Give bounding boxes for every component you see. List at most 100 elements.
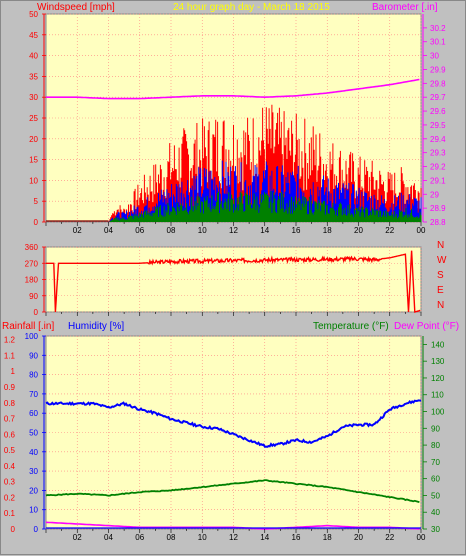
- y-tick-label: 45: [29, 31, 38, 40]
- y-tick-label: 70: [29, 390, 38, 399]
- humidity-line: [45, 399, 422, 448]
- x-tick-label: 06: [135, 226, 144, 235]
- y2-tick-label: 80: [431, 441, 440, 450]
- x-tick-label: 10: [198, 226, 207, 235]
- y-tick-label: 15: [29, 156, 38, 165]
- y2-tick-label: 29.9: [430, 65, 446, 74]
- wind-series: [46, 78, 422, 222]
- compass-label-n-bottom: N: [437, 300, 444, 311]
- y-tick-label: 20: [29, 135, 38, 144]
- y-tick-label: 90: [29, 292, 38, 301]
- y2-tick-label: 100: [431, 408, 445, 417]
- wind-axes: 02 04 06 08 10 12 14 16 18 20 22 000510152025303540…: [29, 10, 446, 235]
- y-tick-label: 35: [29, 72, 38, 81]
- y-tick-label: 100: [25, 332, 39, 341]
- rain-tick-label: 1.1: [4, 351, 16, 360]
- dewpoint-axis-title: Dew Point (°F): [394, 321, 459, 332]
- y2-tick-label: 40: [431, 508, 440, 517]
- barometer-line: [46, 78, 420, 100]
- x-tick-label: 04: [104, 226, 113, 235]
- x-tick-label: 18: [323, 226, 332, 235]
- y-tick-label: 50: [29, 429, 38, 438]
- x-tick-label: 04: [104, 533, 113, 542]
- humidity-axis-title: Humidity [%]: [68, 321, 124, 332]
- y2-tick-label: 30: [430, 52, 439, 61]
- rain-tick-label: 0.6: [4, 430, 16, 439]
- y2-tick-label: 110: [431, 391, 444, 400]
- y2-tick-label: 50: [431, 491, 440, 500]
- x-tick-label: 16: [292, 533, 301, 542]
- x-tick-label: 20: [354, 533, 363, 542]
- x-tick-label: 00: [417, 226, 426, 235]
- y2-tick-label: 60: [431, 475, 440, 484]
- rain-tick-label: 1.2: [4, 336, 16, 345]
- rain-tick-label: 0.9: [4, 383, 16, 392]
- rain-tick-label: 0.5: [4, 446, 16, 455]
- y2-tick-label: 29.1: [430, 176, 446, 185]
- humidity-temp-grid: [46, 335, 422, 530]
- compass-label-w: W: [437, 255, 447, 266]
- y-tick-label: 0: [34, 218, 39, 227]
- compass-label-s: S: [437, 270, 444, 281]
- x-tick-label: 18: [323, 533, 332, 542]
- y2-tick-label: 29.5: [430, 121, 446, 130]
- y2-tick-label: 140: [431, 340, 445, 349]
- x-tick-label: 12: [229, 226, 238, 235]
- y2-tick-label: 28.9: [430, 204, 446, 213]
- y-tick-label: 90: [29, 351, 38, 360]
- y2-tick-label: 29.6: [430, 107, 446, 116]
- y-tick-label: 30: [29, 467, 38, 476]
- rain-tick-label: 0.7: [4, 415, 16, 424]
- y2-tick-label: 120: [431, 374, 445, 383]
- barometer-axis-title: Barometer [.in]: [372, 2, 438, 13]
- x-tick-label: 08: [167, 533, 176, 542]
- x-tick-label: 10: [198, 533, 207, 542]
- x-tick-label: 16: [292, 226, 301, 235]
- y2-tick-label: 29.8: [430, 79, 446, 88]
- temperature-axis-title: Temperature (°F): [313, 321, 389, 332]
- direction-series: [46, 250, 421, 313]
- dewpoint-line: [45, 521, 420, 530]
- x-tick-label: 00: [417, 533, 426, 542]
- y-tick-label: 5: [34, 197, 39, 206]
- y2-tick-label: 70: [431, 458, 440, 467]
- y-tick-label: 10: [29, 506, 38, 515]
- x-tick-label: 06: [135, 533, 144, 542]
- y2-tick-label: 29: [430, 190, 439, 199]
- humidity-temp-axes: 02 04 06 08 10 12 14 16 18 20 22 000102030405060708…: [4, 332, 445, 542]
- y2-tick-label: 130: [431, 357, 445, 366]
- y2-tick-label: 28.8: [430, 218, 446, 227]
- y-tick-label: 360: [25, 243, 39, 252]
- rain-tick-label: 0.2: [4, 493, 16, 502]
- y2-tick-label: 29.4: [430, 135, 446, 144]
- compass-label-n-top: N: [437, 240, 444, 251]
- y-tick-label: 10: [29, 176, 38, 185]
- rain-tick-label: 0.1: [4, 509, 16, 518]
- chart-title: 24 hour graph day - March 18 2015: [173, 2, 330, 13]
- x-tick-label: 20: [354, 226, 363, 235]
- y-tick-label: 20: [29, 486, 38, 495]
- y-tick-label: 40: [29, 52, 38, 61]
- wind-series-low: [109, 191, 422, 222]
- temperature-line: [45, 479, 420, 503]
- x-tick-label: 14: [260, 533, 269, 542]
- x-tick-label: 22: [385, 533, 394, 542]
- rain-tick-label: 0.4: [4, 462, 16, 471]
- y-tick-label: 270: [25, 259, 39, 268]
- rain-tick-label: 0.8: [4, 399, 16, 408]
- humidity-temp-series: [45, 399, 422, 530]
- y-tick-label: 180: [25, 276, 39, 285]
- y2-tick-label: 29.3: [430, 149, 446, 158]
- rain-tick-label: 0: [11, 525, 16, 534]
- y-tick-label: 40: [29, 448, 38, 457]
- rain-tick-label: 0.3: [4, 478, 16, 487]
- y2-tick-label: 29.7: [430, 93, 446, 102]
- y-tick-label: 25: [29, 114, 38, 123]
- direction-axes: 0 90 180 270 360: [25, 243, 422, 317]
- x-tick-label: 02: [73, 533, 82, 542]
- wind-direction-line: [46, 250, 421, 313]
- x-tick-label: 22: [385, 226, 394, 235]
- y-tick-label: 0: [34, 308, 39, 317]
- windspeed-axis-title: Windspeed [mph]: [37, 2, 115, 13]
